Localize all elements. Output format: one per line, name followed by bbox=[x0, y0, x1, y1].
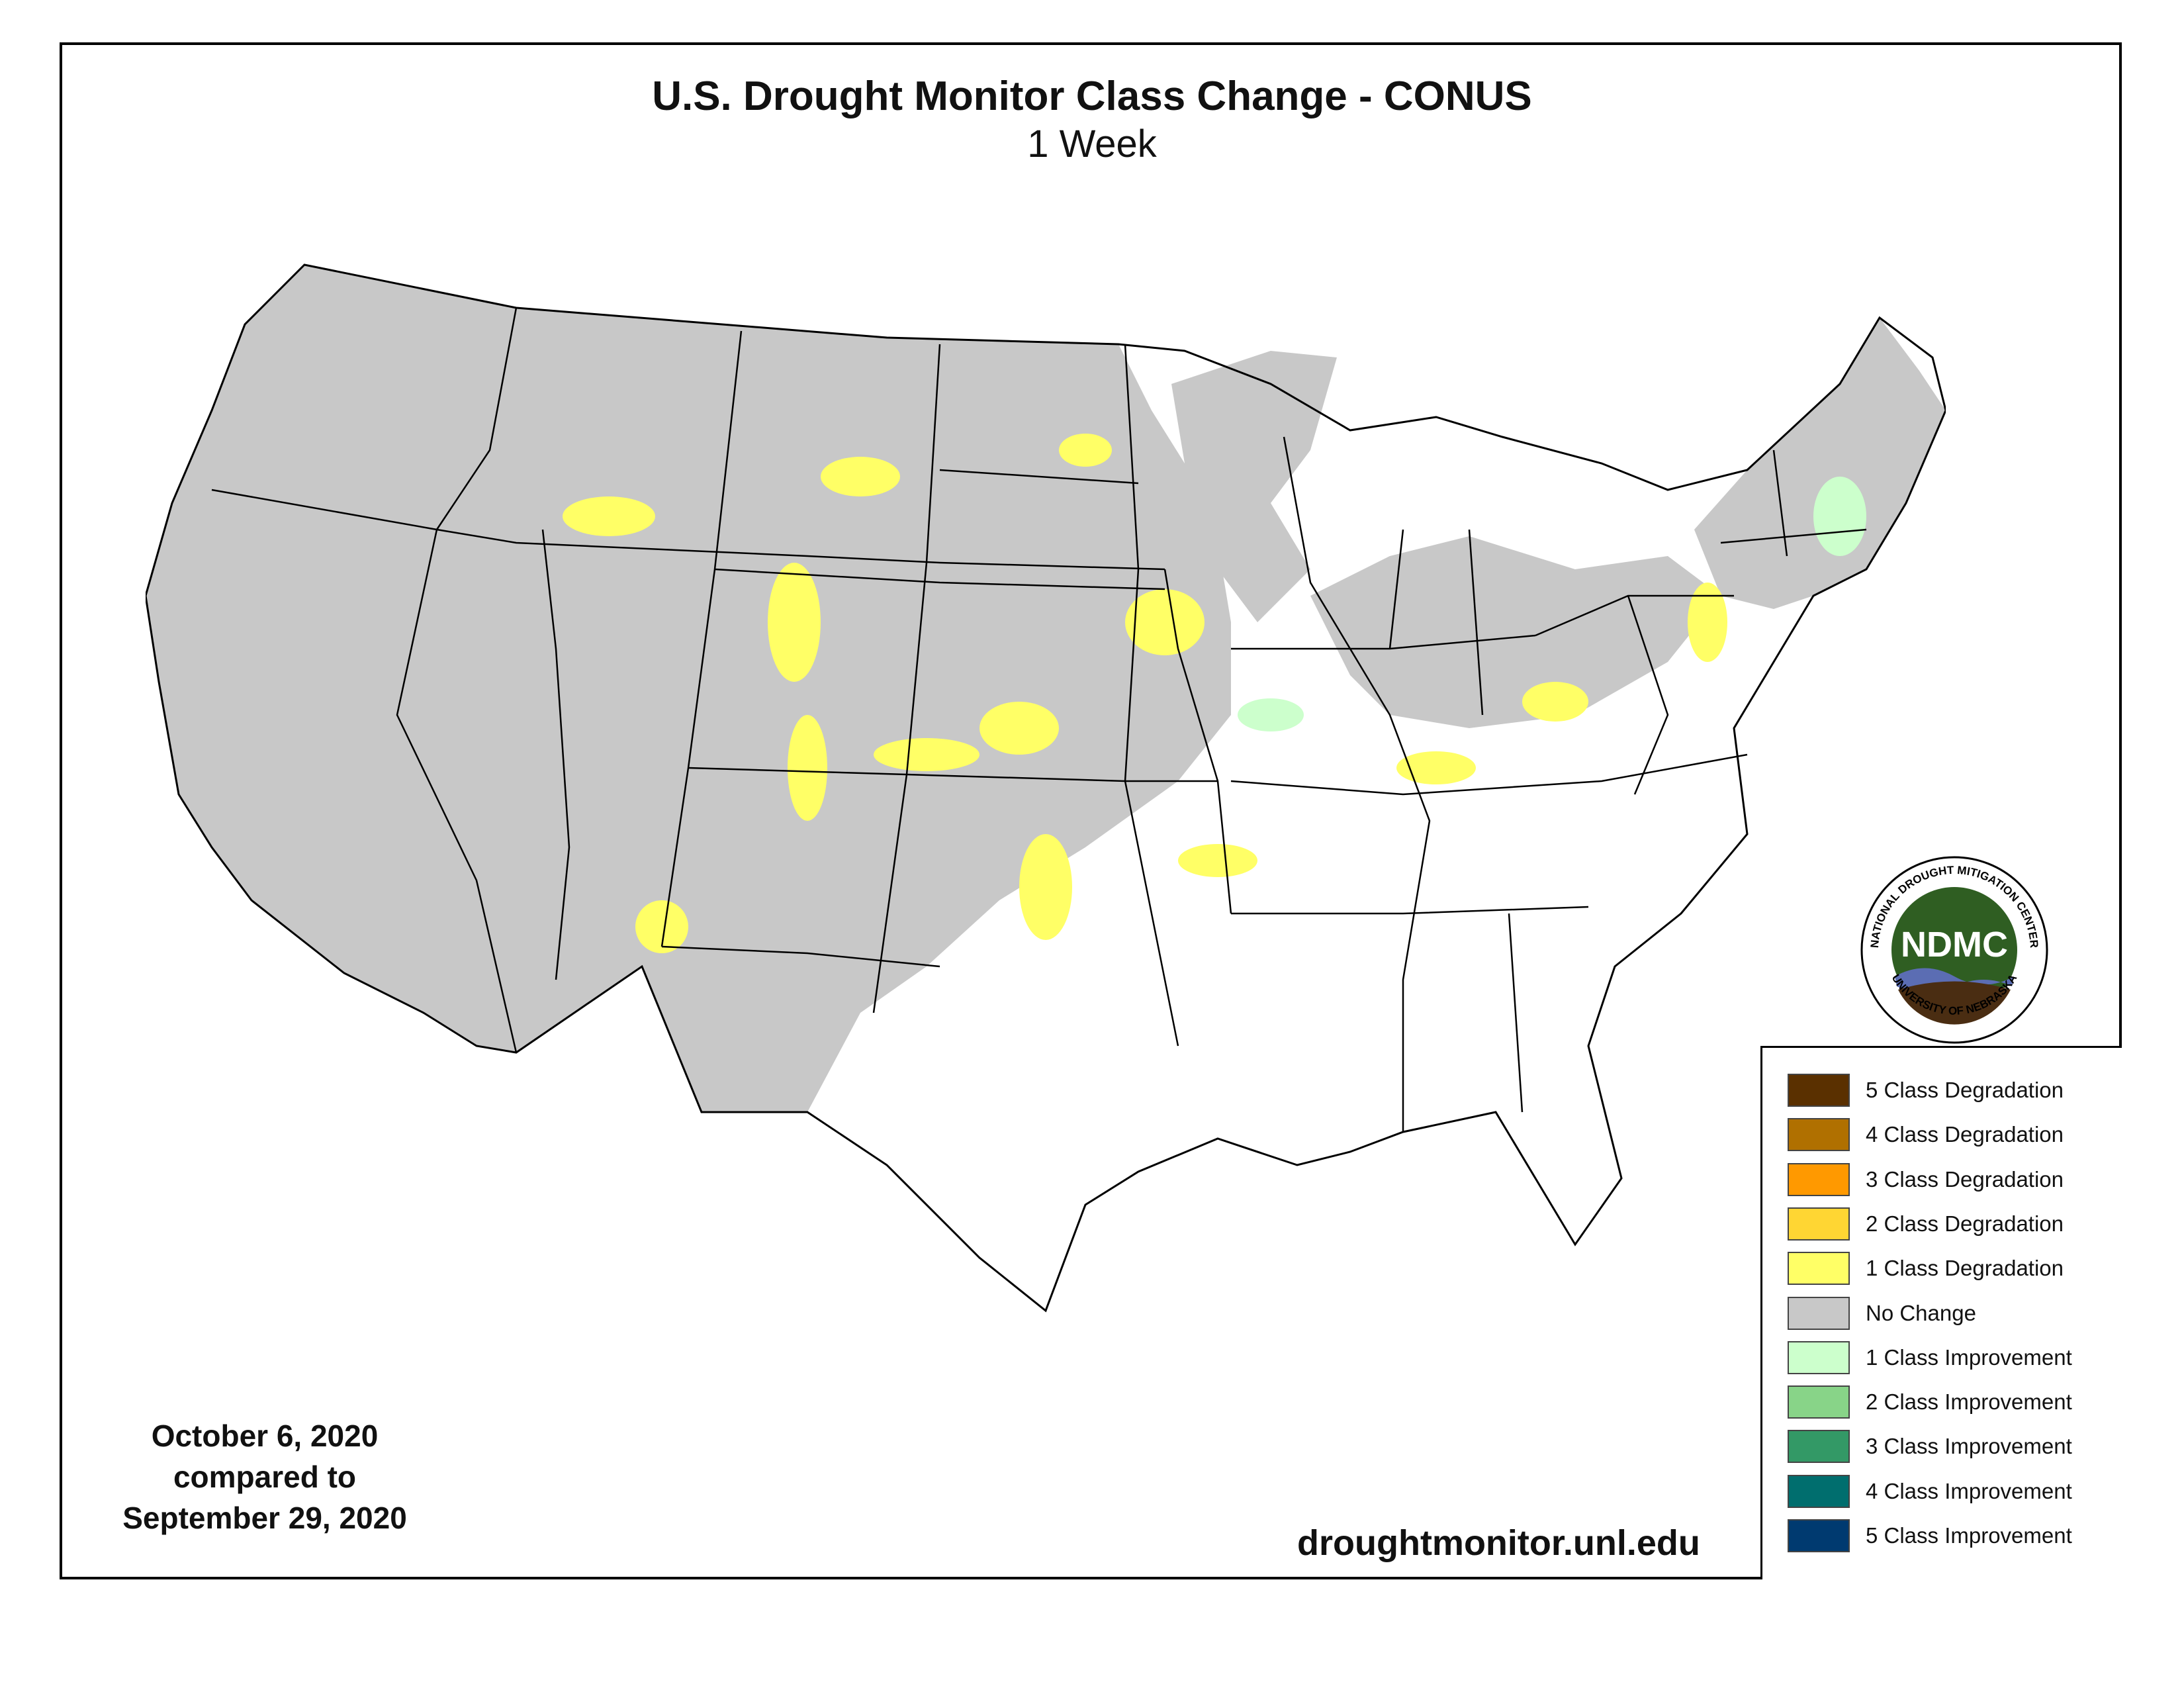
legend-item: 5 Class Degradation bbox=[1788, 1073, 2064, 1107]
degradation-patch bbox=[563, 496, 655, 536]
conus-map bbox=[146, 263, 1946, 1313]
degradation-patch bbox=[1059, 434, 1112, 467]
legend-label: 3 Class Degradation bbox=[1866, 1166, 2064, 1192]
degradation-patch bbox=[1688, 583, 1727, 662]
legend-swatch bbox=[1788, 1207, 1850, 1241]
degradation-patch bbox=[635, 900, 688, 953]
legend-item: 4 Class Improvement bbox=[1788, 1474, 2072, 1509]
degradation-patch bbox=[874, 738, 979, 771]
conus-outline bbox=[146, 263, 1946, 1313]
date-comparison: October 6, 2020 compared to September 29… bbox=[79, 1415, 450, 1538]
degradation-patches bbox=[563, 434, 1727, 953]
legend-label: 1 Class Degradation bbox=[1866, 1256, 2064, 1281]
legend-item: 1 Class Improvement bbox=[1788, 1340, 2072, 1375]
degradation-patch bbox=[788, 715, 827, 821]
degradation-patch bbox=[979, 702, 1059, 755]
state-borders bbox=[211, 307, 1867, 1132]
svg-text:NDMC: NDMC bbox=[1901, 925, 2008, 964]
midwest-no-change-region bbox=[1171, 351, 1337, 622]
legend-item: 3 Class Degradation bbox=[1788, 1162, 2064, 1197]
map-title: U.S. Drought Monitor Class Change - CONU… bbox=[652, 73, 1532, 119]
degradation-patch bbox=[1396, 751, 1476, 784]
degradation-patch bbox=[1522, 682, 1588, 722]
legend-label: 4 Class Degradation bbox=[1866, 1122, 2064, 1147]
legend-swatch bbox=[1788, 1519, 1850, 1552]
current-date: October 6, 2020 bbox=[151, 1419, 379, 1453]
legend-label: 2 Class Improvement bbox=[1866, 1389, 2072, 1415]
legend-swatch bbox=[1788, 1430, 1850, 1464]
compared-to-text: compared to bbox=[173, 1460, 357, 1494]
legend-label: 3 Class Improvement bbox=[1866, 1434, 2072, 1459]
great-lakes-no-change-region bbox=[1310, 536, 1721, 728]
legend-label: 1 Class Improvement bbox=[1866, 1344, 2072, 1370]
degradation-patch bbox=[821, 457, 900, 496]
legend-swatch bbox=[1788, 1296, 1850, 1330]
ndmc-logo: NDMC NATIONAL DROUGHT MITIGATION CENTER … bbox=[1860, 856, 2048, 1044]
legend: 5 Class Degradation 4 Class Degradation 3 … bbox=[1760, 1046, 2122, 1579]
map-subtitle: 1 Week bbox=[1027, 122, 1157, 165]
legend-swatch bbox=[1788, 1118, 1850, 1152]
improvement-patches bbox=[1238, 477, 1866, 731]
west-no-change-region bbox=[146, 265, 1231, 1112]
northeast-no-change-region bbox=[1694, 318, 1946, 609]
legend-label: 2 Class Degradation bbox=[1866, 1211, 2064, 1236]
legend-item: 2 Class Improvement bbox=[1788, 1385, 2072, 1419]
legend-item: 1 Class Degradation bbox=[1788, 1251, 2064, 1286]
legend-item: 2 Class Degradation bbox=[1788, 1207, 2064, 1241]
legend-swatch bbox=[1788, 1074, 1850, 1107]
source-url: droughtmonitor.unl.edu bbox=[1297, 1523, 1700, 1563]
degradation-patch bbox=[1019, 834, 1072, 940]
legend-item: 4 Class Degradation bbox=[1788, 1117, 2064, 1152]
legend-item: 5 Class Improvement bbox=[1788, 1519, 2072, 1553]
legend-item: 3 Class Improvement bbox=[1788, 1429, 2072, 1464]
legend-swatch bbox=[1788, 1474, 1850, 1508]
legend-label: 4 Class Improvement bbox=[1866, 1478, 2072, 1503]
legend-label: 5 Class Improvement bbox=[1866, 1523, 2072, 1548]
legend-swatch bbox=[1788, 1385, 1850, 1419]
degradation-patch bbox=[1125, 589, 1205, 655]
legend-swatch bbox=[1788, 1252, 1850, 1286]
improvement-patch bbox=[1238, 698, 1304, 731]
legend-item: No Change bbox=[1788, 1296, 1976, 1331]
improvement-patch bbox=[1813, 477, 1866, 556]
degradation-patch bbox=[1178, 844, 1257, 877]
legend-swatch bbox=[1788, 1162, 1850, 1196]
degradation-patch bbox=[768, 563, 821, 682]
previous-date: September 29, 2020 bbox=[122, 1501, 407, 1535]
legend-swatch bbox=[1788, 1340, 1850, 1374]
legend-label: 5 Class Degradation bbox=[1866, 1078, 2064, 1102]
legend-label: No Change bbox=[1866, 1300, 1976, 1325]
